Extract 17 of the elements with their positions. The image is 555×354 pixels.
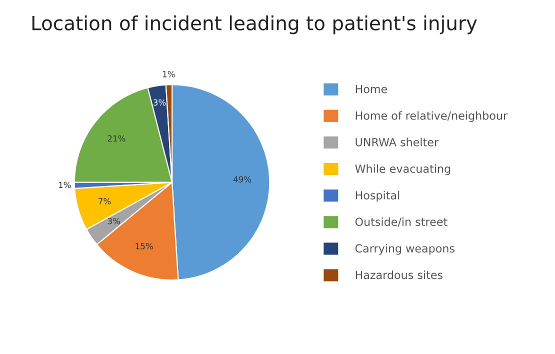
legend-label: UNRWA shelter [356, 138, 439, 146]
legend-label: Home [356, 84, 388, 94]
chart-title: Location of incident leading to patient's injury [32, 15, 477, 34]
data-label: 21% [108, 135, 126, 142]
data-label: 1% [162, 71, 175, 78]
data-label: 1% [58, 182, 71, 188]
legend-label: Hospital [356, 190, 400, 202]
data-label: 3% [154, 99, 166, 106]
data-label: 49% [233, 176, 252, 183]
data-label: 15% [136, 242, 153, 250]
legend-label: Home of relative/neighbour [356, 111, 508, 122]
data-label: 7% [98, 198, 111, 204]
legend-label: While evacuating [355, 164, 450, 176]
legend-label: Outside/in street [355, 217, 448, 227]
data-label: 3% [108, 218, 120, 224]
legend-label: Carrying weapons [355, 244, 454, 255]
legend-label: Hazardous sites [356, 270, 443, 280]
